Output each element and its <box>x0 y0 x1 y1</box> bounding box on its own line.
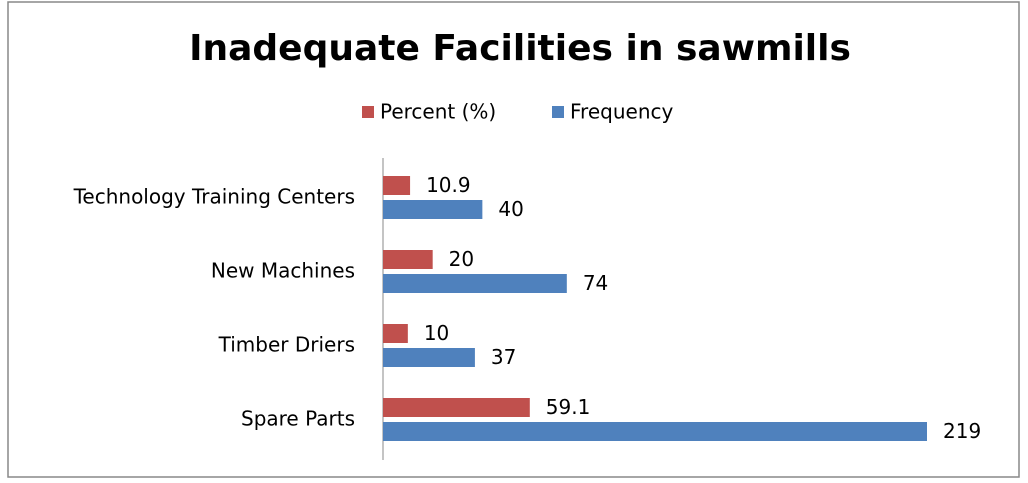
chart-frame <box>7 1 1020 478</box>
data-label: 74 <box>583 271 608 295</box>
y-tick-label: New Machines <box>211 259 355 283</box>
data-label: 10.9 <box>426 173 471 197</box>
data-label: 219 <box>943 419 981 443</box>
bar <box>383 200 483 219</box>
chart-title: Inadequate Facilities in sawmills <box>189 28 851 69</box>
y-tick-label: Timber Driers <box>218 333 355 357</box>
legend-swatch <box>362 106 374 118</box>
y-tick-label: Technology Training Centers <box>73 185 355 209</box>
legend-label: Frequency <box>570 100 673 124</box>
y-tick-label: Spare Parts <box>241 407 355 431</box>
bar <box>383 422 927 441</box>
bar <box>383 176 411 195</box>
legend-label: Percent (%) <box>380 100 496 124</box>
data-label: 59.1 <box>546 395 591 419</box>
bar <box>383 348 475 367</box>
legend-swatch <box>552 106 564 118</box>
data-label: 20 <box>449 247 474 271</box>
bar <box>383 324 408 343</box>
bar <box>383 274 567 293</box>
data-label: 10 <box>424 321 449 345</box>
bar <box>383 398 530 417</box>
data-label: 40 <box>498 197 523 221</box>
bar <box>383 250 433 269</box>
data-label: 37 <box>491 345 516 369</box>
